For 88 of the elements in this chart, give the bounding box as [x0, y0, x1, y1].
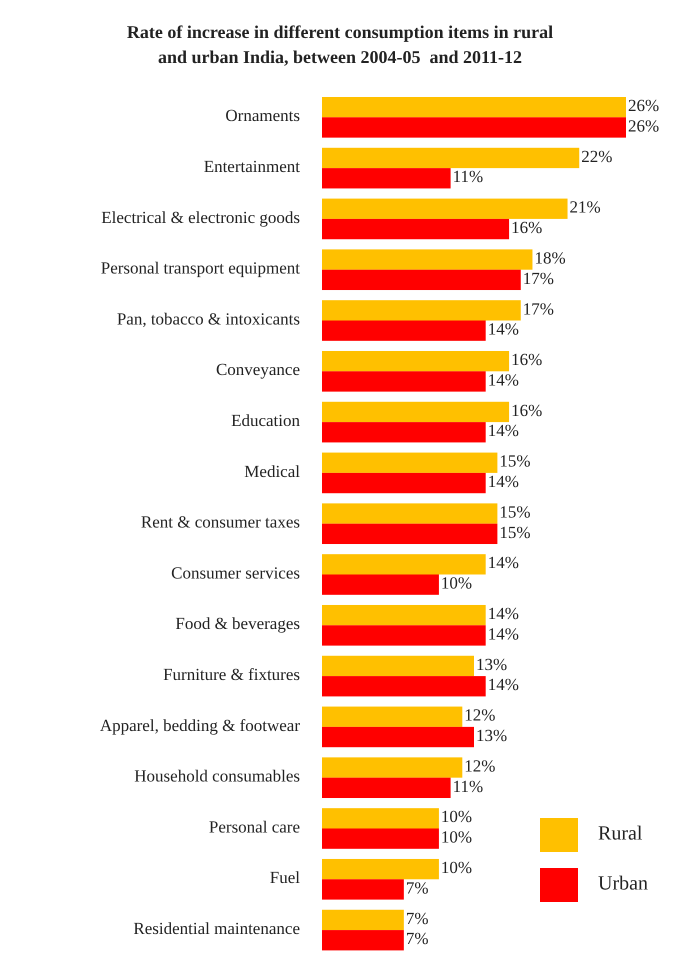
data-label: 14%: [488, 675, 519, 694]
data-label: 15%: [499, 502, 531, 522]
y-tick-label: Fuel: [270, 868, 300, 888]
y-tick-label: Consumer services: [171, 563, 300, 582]
data-label: 12%: [464, 756, 496, 776]
bar: [322, 574, 439, 595]
legend-label: Urban: [598, 872, 648, 895]
y-tick-label: Ornaments: [225, 106, 300, 126]
data-label: 15%: [499, 452, 531, 471]
y-tick-label: Electrical & electronic goods: [101, 208, 300, 227]
bar: [322, 554, 486, 574]
bar: [322, 97, 626, 118]
bar: [322, 676, 486, 696]
bar: [322, 218, 510, 240]
data-label: 7%: [406, 878, 429, 898]
data-label: 22%: [581, 146, 612, 166]
y-tick-label: Food & beverages: [175, 614, 300, 634]
bar: [322, 879, 404, 900]
data-label: 13%: [476, 726, 508, 745]
bar: [322, 472, 486, 494]
chart-title: Rate of increase in different consumption items in rural and urban India, between 2004-05 and 2011-12: [126, 22, 554, 67]
data-label: 11%: [452, 776, 484, 796]
legend-label: Rural: [598, 822, 643, 845]
data-label: 18%: [534, 248, 566, 268]
bar: [322, 300, 521, 321]
data-label: 10%: [440, 858, 472, 878]
data-label: 14%: [488, 472, 519, 491]
bar: [322, 930, 404, 950]
y-tick-label: Entertainment: [204, 157, 300, 176]
bar: [322, 858, 439, 880]
bar: [322, 604, 486, 626]
data-label: 7%: [406, 929, 429, 948]
y-tick-label: Rent & consumer taxes: [140, 512, 300, 532]
y-tick-label: Residential maintenance: [133, 918, 300, 938]
bar: [322, 350, 510, 372]
bar: [322, 706, 462, 727]
data-label: 14%: [488, 320, 519, 339]
data-label: 14%: [488, 604, 519, 624]
data-label: 11%: [452, 167, 484, 186]
bar: [322, 910, 404, 930]
bar: [322, 778, 451, 798]
bar: [322, 198, 568, 219]
data-label: 7%: [406, 908, 429, 928]
bar: [322, 726, 474, 748]
bar: [322, 117, 626, 138]
y-tick-label: Medical: [244, 462, 300, 481]
data-label: 26%: [628, 96, 660, 116]
y-tick-label: Education: [231, 411, 300, 430]
bar: [322, 320, 486, 341]
data-label: 16%: [511, 400, 542, 420]
bar: [322, 249, 532, 270]
data-label: 14%: [488, 624, 519, 644]
y-tick-label: Personal transport equipment: [100, 258, 300, 278]
data-label: 16%: [511, 350, 542, 370]
data-label: 14%: [488, 370, 519, 390]
y-tick-label: Furniture & fixtures: [163, 665, 300, 684]
y-tick-label: Pan, tobacco & intoxicants: [116, 309, 300, 328]
bar: [322, 168, 451, 188]
bar: [322, 808, 439, 828]
bar: [322, 757, 462, 778]
data-label: 17%: [522, 299, 554, 318]
data-label: 13%: [476, 654, 508, 674]
y-tick-label: Conveyance: [216, 360, 300, 380]
bar: [322, 828, 439, 849]
bar: [322, 270, 521, 290]
data-label: 16%: [511, 218, 542, 237]
y-tick-label: Personal care: [208, 817, 300, 836]
bar: [322, 656, 474, 676]
data-label: 10%: [440, 807, 472, 826]
bar: [322, 503, 498, 524]
bar: [322, 524, 498, 544]
data-label: 12%: [464, 706, 496, 725]
bar: [322, 148, 580, 168]
bar: [322, 371, 486, 392]
data-label: 10%: [440, 828, 472, 847]
bar: [322, 422, 486, 442]
data-label: 17%: [522, 268, 554, 288]
bar: [322, 625, 486, 646]
data-label: 14%: [488, 421, 519, 440]
data-label: 10%: [440, 574, 472, 593]
y-tick-label: Household consumables: [134, 766, 300, 786]
bar: [322, 402, 510, 422]
data-label: 14%: [488, 553, 519, 572]
bar: [322, 452, 498, 473]
data-label: 21%: [570, 198, 601, 217]
data-label: 15%: [499, 522, 531, 542]
y-tick-label: Apparel, bedding & footwear: [100, 716, 300, 735]
data-label: 26%: [628, 116, 660, 136]
